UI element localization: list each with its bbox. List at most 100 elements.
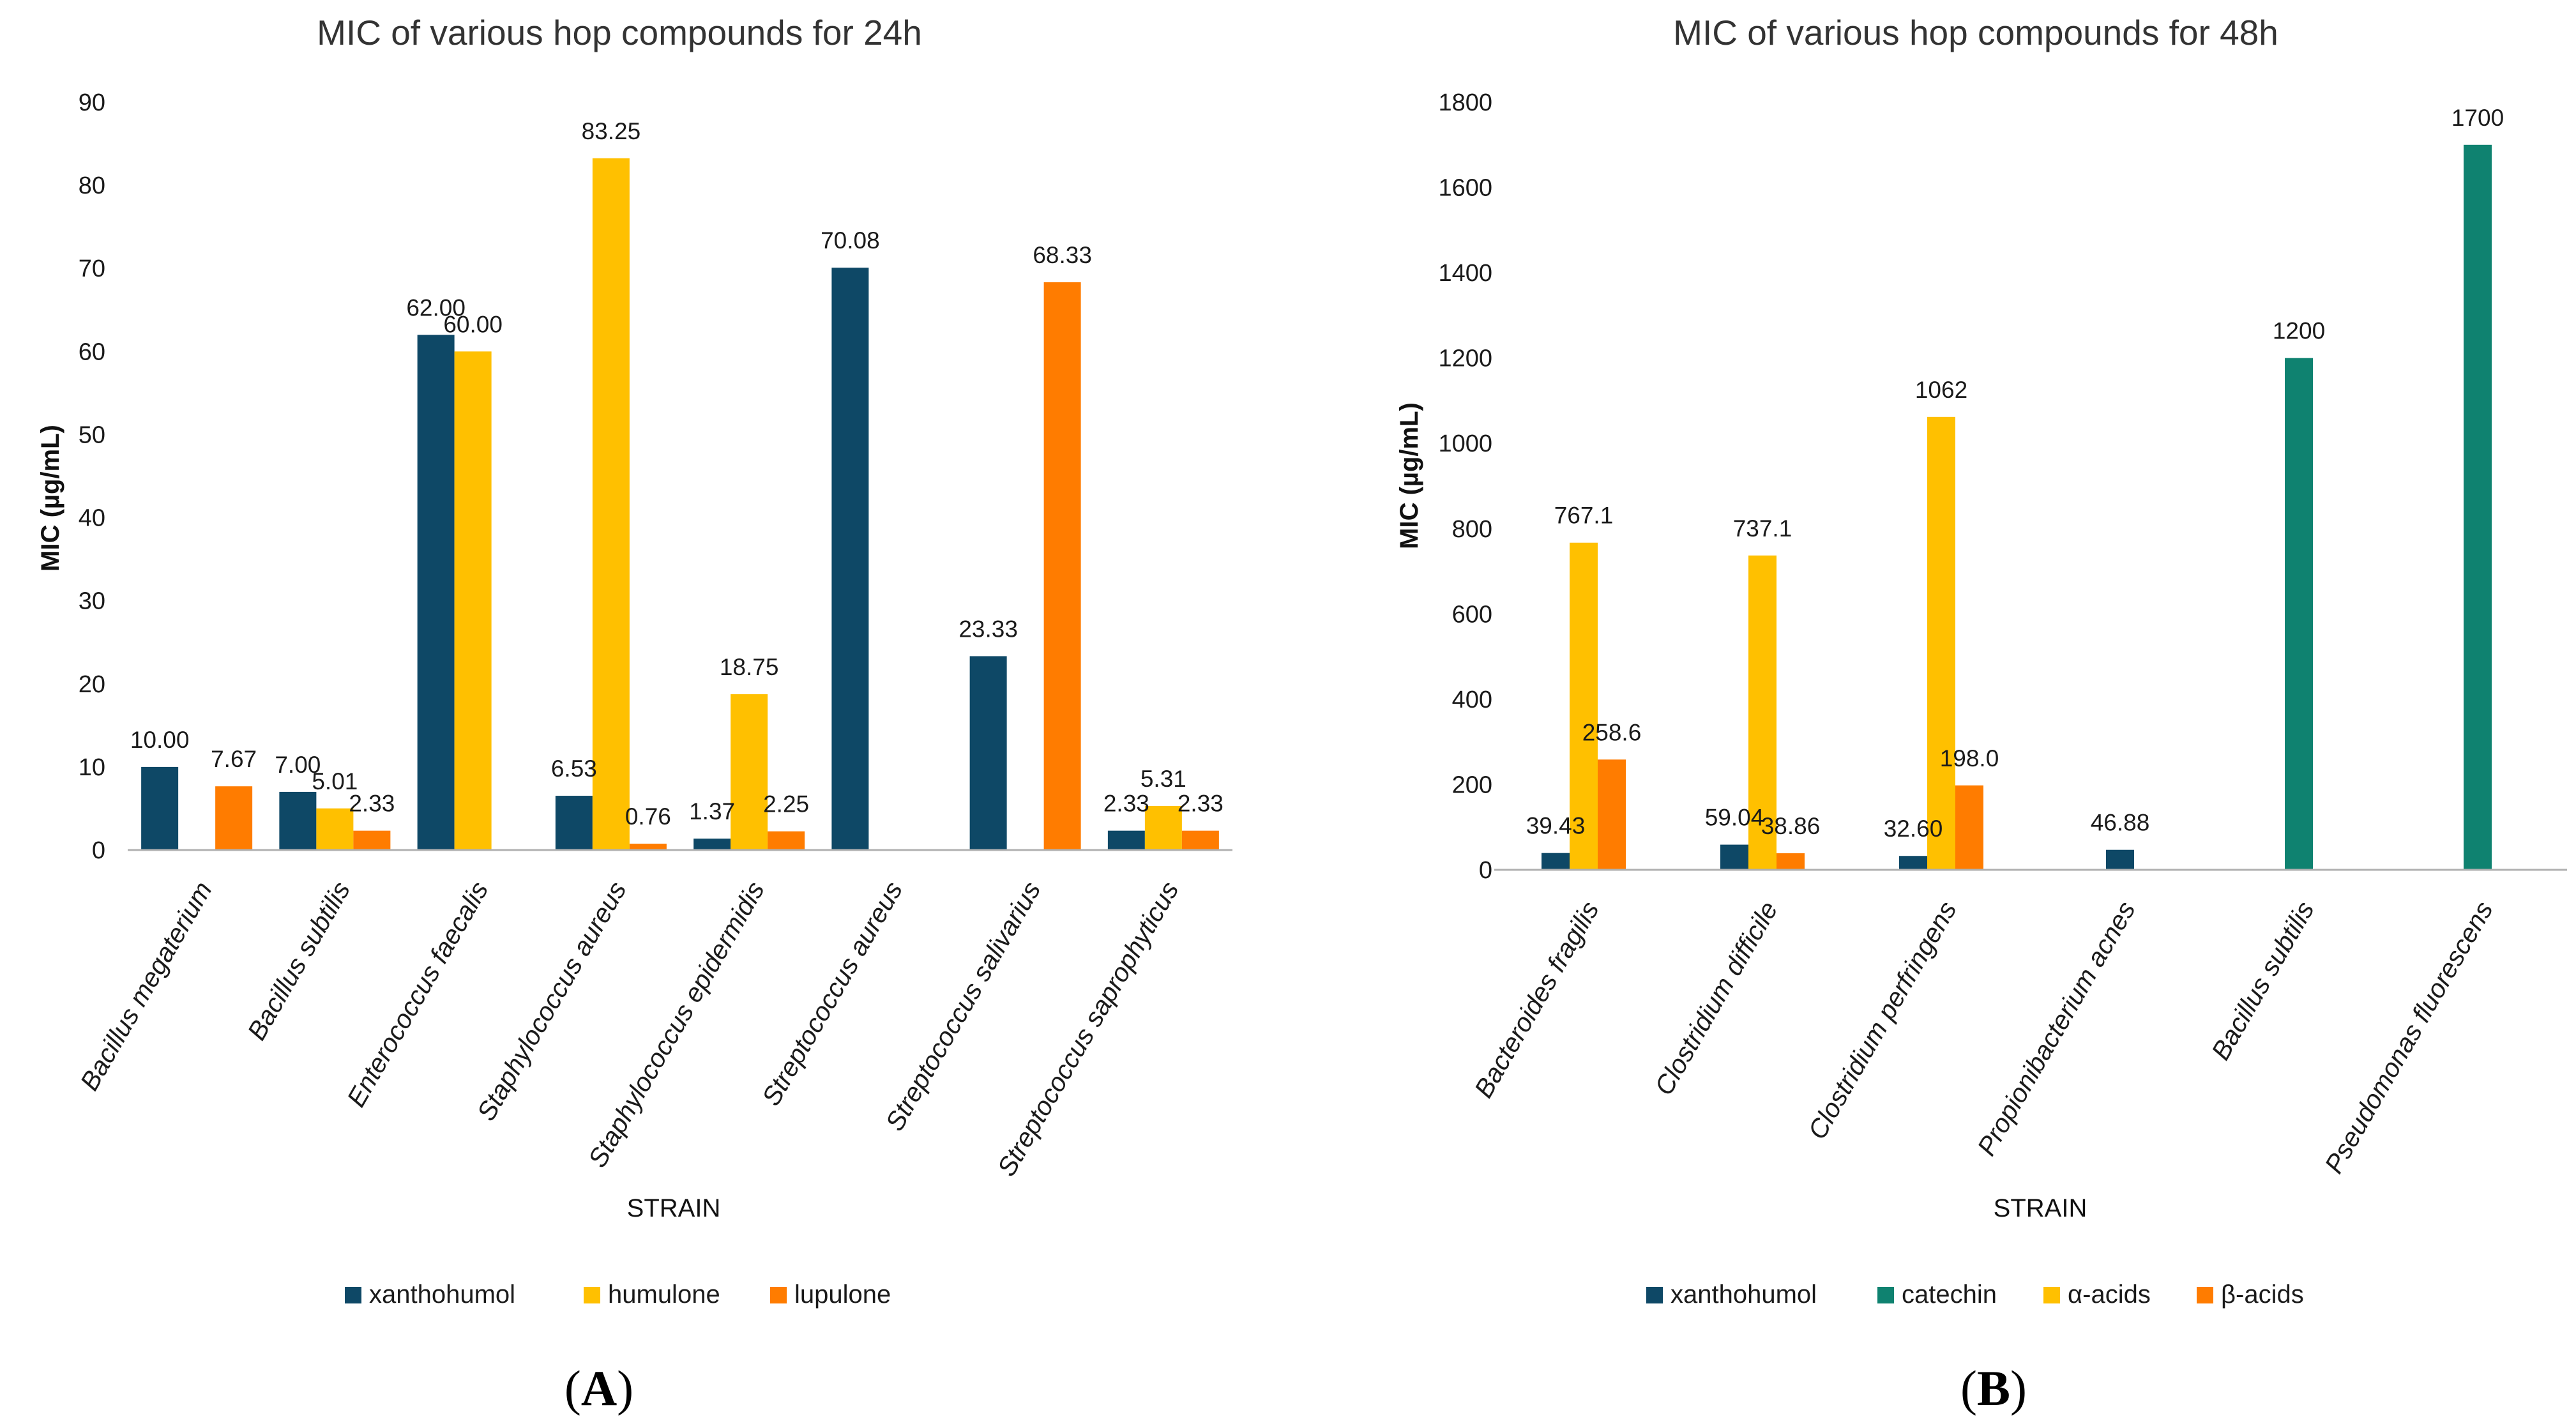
data-label-xanthohumol-streptococcus-aureus: 70.08: [821, 227, 880, 254]
bar-acids-bacteroides-fragilis: [1570, 542, 1598, 870]
chart-a-y-tick: 30: [79, 588, 105, 615]
panel-b-close-paren: ): [2010, 1360, 2027, 1416]
bar-lupulone-streptococcus-saprophyticus: [1181, 830, 1219, 850]
bar-xanthohumol-bacteroides-fragilis: [1542, 853, 1570, 870]
bar-acids-clostridium-perfringens: [1955, 785, 1983, 870]
bar-humulone-staphylococcus-aureus: [592, 158, 630, 851]
bar-lupulone-streptococcus-salivarius: [1043, 282, 1081, 850]
bar-acids-clostridium-difficile: [1777, 853, 1805, 870]
data-label-lupulone-staphylococcus-aureus: 0.76: [625, 803, 671, 830]
legend-swatch-beta-acids: [2197, 1287, 2213, 1303]
bar-catechin-bacillus-subtilis: [2285, 358, 2313, 870]
data-label-humulone-staphylococcus-epidermidis: 18.75: [720, 654, 779, 680]
legend-swatch-lupulone: [770, 1287, 787, 1303]
panel-b-letter: B: [1977, 1360, 2010, 1416]
chart-a-y-tick: 80: [79, 172, 105, 199]
category-label-propionibacterium-acnes: Propionibacterium acnes: [1971, 897, 2140, 1161]
category-label-streptococcus-aureus: Streptococcus aureus: [756, 877, 908, 1111]
chart-a-title: MIC of various hop compounds for 24h: [317, 13, 922, 52]
data-label-xanthohumol-enterococcus-faecalis: 62.00: [406, 294, 466, 321]
legend-label-xanthohumol: xanthohumol: [369, 1280, 515, 1309]
panel-a-close-paren: ): [617, 1360, 633, 1416]
bar-humulone-streptococcus-saprophyticus: [1144, 805, 1182, 850]
data-label-xanthohumol-propionibacterium-acnes: 46.88: [2091, 810, 2150, 836]
data-label-xanthohumol-streptococcus-saprophyticus: 2.33: [1103, 791, 1149, 817]
chart-48h: MIC of various hop compounds for 48h 0 20…: [1395, 13, 2567, 1416]
chart-b-y-tick: 1200: [1438, 346, 1492, 372]
bar-xanthohumol-enterococcus-faecalis: [417, 335, 455, 850]
chart-a-y-tick: 10: [79, 754, 105, 781]
chart-b-data-labels: 39.43 767.1 258.6 59.04 737.1 38.86 32.60 1062 1…: [1526, 105, 2504, 842]
chart-24h: MIC of various hop compounds for 24h 0 10…: [36, 13, 1232, 1416]
category-label-clostridium-difficile: Clostridium difficile: [1649, 897, 1784, 1100]
legend-label-catechin: catechin: [1902, 1280, 1997, 1309]
bar-xanthohumol-staphylococcus-epidermidis: [693, 839, 731, 850]
category-label-bacillus-subtilis: Bacillus subtilis: [241, 877, 356, 1045]
chart-a-x-axis-title: STRAIN: [627, 1194, 721, 1222]
bar-catechin-pseudomonas-fluorescens: [2464, 144, 2492, 870]
data-label-humulone-bacillus-subtilis: 5.01: [312, 768, 358, 794]
bar-xanthohumol-bacillus-subtilis: [279, 791, 317, 850]
chart-a-legend: xanthohumol humulone lupulone: [345, 1280, 891, 1309]
category-label-enterococcus-faecalis: Enterococcus faecalis: [341, 877, 494, 1112]
chart-b-y-tick: 1600: [1438, 175, 1492, 202]
bar-lupulone-bacillus-subtilis: [353, 830, 391, 850]
category-label-pseudomonas-fluorescens: Pseudomonas fluorescens: [2319, 897, 2498, 1178]
data-label-catechin-pseudomonas-fluorescens: 1700: [2451, 105, 2504, 131]
chart-b-category-labels: Bacteroides fragilis Clostridium difficil…: [1469, 897, 2499, 1178]
panel-a-letter: A: [581, 1360, 617, 1416]
legend-label-alpha-acids: α-acids: [2068, 1280, 2151, 1309]
bar-humulone-bacillus-subtilis: [316, 808, 354, 850]
chart-b-y-tick: 400: [1452, 687, 1492, 713]
bar-xanthohumol-streptococcus-saprophyticus: [1107, 830, 1145, 850]
chart-b-y-axis: 0 200 400 600 800 1000 1200 1400 1600 1800: [1438, 89, 1492, 884]
data-label-lupulone-streptococcus-saprophyticus: 2.33: [1178, 791, 1224, 817]
chart-b-y-tick: 1000: [1438, 430, 1492, 457]
data-label-acids-bacteroides-fragilis: 258.6: [1582, 719, 1642, 745]
legend-swatch-catechin: [1877, 1287, 1894, 1303]
panel-a-open-paren: (: [564, 1360, 581, 1416]
category-label-streptococcus-salivarius: Streptococcus salivarius: [880, 877, 1047, 1136]
panel-label-a: (A): [564, 1360, 633, 1416]
data-label-lupulone-bacillus-subtilis: 2.33: [349, 791, 395, 817]
category-label-bacillus-subtilis: Bacillus subtilis: [2206, 897, 2320, 1065]
data-label-acids-clostridium-perfringens: 198.0: [1940, 745, 1999, 771]
category-label-bacillus-megaterium: Bacillus megaterium: [75, 877, 218, 1096]
chart-b-legend: xanthohumol catechin α-acids β-acids: [1646, 1280, 2304, 1309]
data-label-humulone-enterococcus-faecalis: 60.00: [443, 311, 503, 337]
data-label-xanthohumol-bacillus-megaterium: 10.00: [130, 727, 190, 753]
data-label-acids-clostridium-perfringens: 1062: [1915, 377, 1967, 403]
chart-b-y-tick: 1400: [1438, 260, 1492, 287]
data-label-xanthohumol-bacillus-subtilis: 7.00: [275, 752, 321, 778]
category-label-bacteroides-fragilis: Bacteroides fragilis: [1469, 897, 1605, 1103]
legend-swatch-xanthohumol: [345, 1287, 361, 1303]
chart-a-data-labels: 10.007.67 7.005.012.3362.0060.006.5383.25…: [130, 118, 1224, 830]
data-label-xanthohumol-bacteroides-fragilis: 39.43: [1526, 813, 1586, 839]
chart-b-y-tick: 200: [1452, 771, 1492, 798]
chart-a-y-tick: 70: [79, 255, 105, 282]
bar-humulone-enterococcus-faecalis: [454, 351, 492, 850]
panel-label-b: (B): [1960, 1360, 2027, 1416]
bar-humulone-staphylococcus-epidermidis: [731, 694, 768, 850]
data-label-lupulone-bacillus-megaterium: 7.67: [211, 746, 257, 772]
data-label-acids-bacteroides-fragilis: 767.1: [1554, 503, 1614, 529]
data-label-acids-clostridium-difficile: 38.86: [1761, 813, 1821, 839]
data-label-humulone-staphylococcus-aureus: 83.25: [582, 118, 641, 144]
chart-b-y-tick: 0: [1479, 857, 1492, 884]
chart-b-bars: [1542, 144, 2492, 870]
chart-a-y-axis: 0 10 20 30 40 50 60 70 80 90: [79, 89, 105, 864]
data-label-xanthohumol-staphylococcus-aureus: 6.53: [551, 756, 597, 782]
chart-a-y-tick: 40: [79, 505, 105, 532]
chart-b-y-tick: 600: [1452, 601, 1492, 628]
bar-xanthohumol-propionibacterium-acnes: [2106, 849, 2134, 870]
legend-label-humulone: humulone: [608, 1280, 720, 1309]
chart-b-y-axis-title: MIC (µg/mL): [1395, 402, 1423, 549]
data-label-catechin-bacillus-subtilis: 1200: [2273, 318, 2325, 344]
chart-a-bars: [141, 158, 1219, 851]
data-label-xanthohumol-streptococcus-salivarius: 23.33: [958, 616, 1018, 642]
chart-b-x-axis-title: STRAIN: [1994, 1194, 2087, 1222]
panel-b-open-paren: (: [1960, 1360, 1977, 1416]
bar-lupulone-bacillus-megaterium: [215, 786, 253, 850]
data-label-humulone-streptococcus-saprophyticus: 5.31: [1140, 766, 1186, 792]
